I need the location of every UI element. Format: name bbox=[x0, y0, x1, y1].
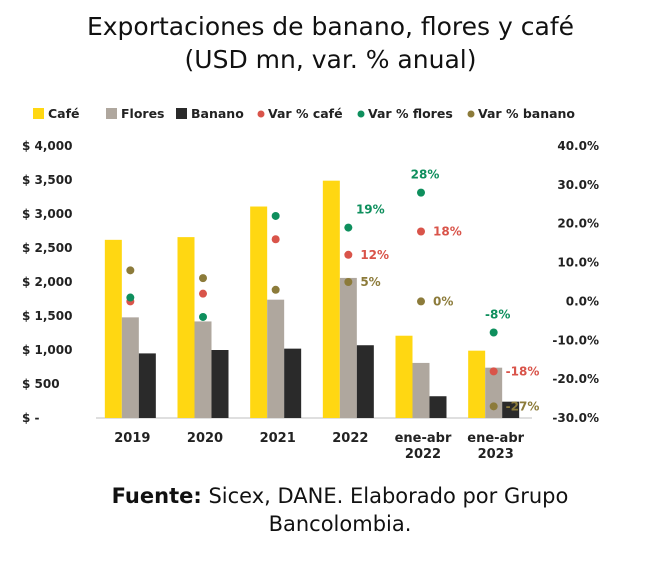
y-left-tick-label: $ 2,000 bbox=[22, 275, 72, 289]
x-tick-label: ene-abr 2023 bbox=[467, 431, 524, 462]
x-tick-label: 2020 bbox=[187, 431, 223, 446]
x-tick-label: 2022 bbox=[332, 431, 368, 446]
chart-title: Exportaciones de banano, flores y café bbox=[86, 12, 575, 41]
chart-svg: $ - $ 500 $ 1,000 $ 1,500 $ 2,000 $ 2,500 $ 3,… bbox=[22, 106, 599, 462]
bar-cafe bbox=[250, 206, 268, 418]
bar-banano bbox=[502, 401, 520, 418]
bar-flores bbox=[339, 277, 357, 418]
legend-banano-label: Banano bbox=[191, 106, 244, 121]
label-var-cafe: -18% bbox=[506, 364, 540, 378]
point-var-flores bbox=[417, 188, 425, 197]
bar-flores bbox=[194, 321, 212, 418]
legend-cafe-swatch bbox=[33, 108, 44, 119]
legend-var-flores-label: Var % flores bbox=[368, 106, 453, 121]
legend-banano-swatch bbox=[176, 108, 187, 119]
y-right-tick-label: 30.0% bbox=[557, 178, 599, 192]
legend-var-cafe-swatch bbox=[257, 110, 265, 118]
label-var-banano: 0% bbox=[433, 294, 453, 308]
point-var-banano bbox=[417, 297, 425, 306]
y-left-tick-label: $ - bbox=[22, 411, 40, 425]
y-right-tick-label: -10.0% bbox=[552, 333, 599, 347]
source-note: Fuente: Sicex, DANE. Elaborado por Grupo… bbox=[60, 482, 620, 538]
source-label: Fuente: bbox=[111, 484, 202, 508]
legend-var-banano-swatch bbox=[467, 110, 475, 118]
y-left-tick-label: $ 500 bbox=[22, 377, 60, 391]
legend-var-cafe-label: Var % café bbox=[268, 106, 343, 121]
point-var-banano bbox=[271, 285, 280, 294]
y-right-tick-label: 40.0% bbox=[557, 139, 599, 153]
point-var-flores bbox=[126, 293, 135, 302]
point-var-banano bbox=[489, 402, 498, 411]
point-var-banano bbox=[126, 266, 135, 275]
y-left-tick-label: $ 1,000 bbox=[22, 343, 72, 357]
legend-cafe-label: Café bbox=[48, 106, 80, 121]
y-right-tick-label: 10.0% bbox=[557, 256, 599, 270]
bar-flores bbox=[267, 299, 285, 418]
legend-var-banano-label: Var % banano bbox=[478, 106, 575, 121]
y-right-tick-label: 0.0% bbox=[566, 294, 599, 308]
legend-flores-label: Flores bbox=[121, 106, 165, 121]
label-var-banano: 5% bbox=[360, 275, 380, 289]
label-var-flores: 28% bbox=[411, 168, 440, 182]
y-left-tick-label: $ 4,000 bbox=[22, 139, 72, 153]
bar-flores bbox=[485, 367, 503, 418]
y-left-tick-label: $ 3,000 bbox=[22, 207, 72, 221]
x-tick-label: ene-abr 2022 bbox=[395, 431, 452, 462]
point-var-flores bbox=[199, 312, 207, 321]
bar-cafe bbox=[177, 237, 195, 418]
label-var-flores: -8% bbox=[485, 308, 510, 322]
point-var-cafe bbox=[417, 227, 425, 236]
bar-banano bbox=[138, 353, 156, 418]
bar-banano bbox=[211, 350, 229, 418]
bar-banano bbox=[429, 396, 447, 418]
legend-flores-swatch bbox=[106, 108, 117, 119]
y-left-tick-label: $ 1,500 bbox=[22, 309, 72, 323]
bar-flores bbox=[412, 362, 430, 418]
point-var-cafe bbox=[489, 367, 498, 376]
label-var-cafe: 12% bbox=[360, 248, 389, 262]
bar-cafe bbox=[468, 350, 486, 418]
y-left-tick-label: $ 3,500 bbox=[22, 173, 72, 187]
source-text: Sicex, DANE. Elaborado por Grupo Bancolo… bbox=[208, 484, 569, 536]
point-var-flores bbox=[489, 328, 498, 337]
label-var-cafe: 18% bbox=[433, 224, 462, 238]
bar-cafe bbox=[395, 335, 413, 418]
legend-var-flores-swatch bbox=[357, 110, 365, 118]
point-var-cafe bbox=[271, 235, 280, 244]
label-var-flores: 19% bbox=[356, 203, 385, 217]
x-tick-label: 2019 bbox=[114, 431, 150, 446]
point-var-flores bbox=[271, 211, 280, 220]
point-var-cafe bbox=[199, 289, 207, 298]
label-var-banano: -27% bbox=[506, 399, 540, 413]
y-right-tick-label: -30.0% bbox=[552, 411, 599, 425]
bar-cafe bbox=[322, 180, 340, 418]
point-var-cafe bbox=[344, 250, 353, 259]
bar-banano bbox=[284, 348, 302, 418]
bar-cafe bbox=[104, 239, 122, 418]
y-right-tick-label: 20.0% bbox=[557, 217, 599, 231]
bar-banano bbox=[356, 345, 374, 418]
point-var-flores bbox=[344, 223, 353, 232]
point-var-banano bbox=[344, 278, 353, 286]
point-var-banano bbox=[199, 274, 207, 283]
x-tick-label: 2021 bbox=[260, 431, 296, 446]
y-left-tick-label: $ 2,500 bbox=[22, 241, 72, 255]
bar-flores bbox=[121, 317, 139, 418]
y-right-tick-label: -20.0% bbox=[552, 372, 599, 386]
chart-subtitle: (USD mn, var. % anual) bbox=[184, 45, 477, 74]
